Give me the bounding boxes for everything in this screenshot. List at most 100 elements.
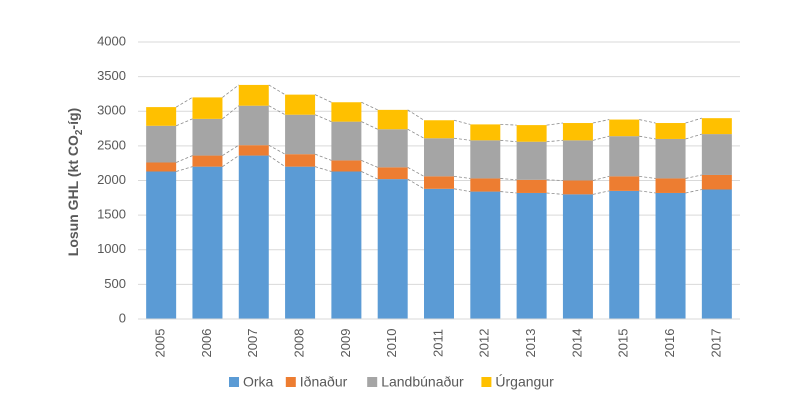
connector-line <box>222 144 239 156</box>
bar-segment <box>470 178 501 192</box>
connector-line <box>592 175 610 181</box>
bar-segment <box>285 154 316 167</box>
bar-segment <box>470 124 501 141</box>
x-tick-label: 2014 <box>569 329 584 358</box>
bar-segment <box>192 166 223 319</box>
y-tick-label: 4000 <box>97 33 126 48</box>
y-tick-label: 1500 <box>97 207 126 222</box>
bar-segment <box>192 97 223 119</box>
bar-segment <box>285 94 316 115</box>
bar-segment <box>331 102 362 122</box>
connector-line <box>546 179 563 181</box>
connector-line <box>546 192 563 195</box>
bar-segment <box>562 194 593 319</box>
connector-line <box>268 105 286 116</box>
bar-segment <box>146 125 177 163</box>
y-tick-label: 1000 <box>97 241 126 256</box>
bar-segment <box>701 118 732 135</box>
bar-segment <box>655 123 686 139</box>
bar-segment <box>424 188 454 319</box>
x-tick-label: 2013 <box>523 329 538 358</box>
connector-line <box>500 191 517 194</box>
connector-line <box>453 119 471 125</box>
connector-line <box>592 119 610 124</box>
connector-line <box>268 155 286 167</box>
legend-swatch <box>285 377 296 387</box>
bar-segment <box>285 166 316 319</box>
x-tick-label: 2009 <box>338 329 353 358</box>
connector-line <box>639 175 656 179</box>
y-tick-label: 2000 <box>97 172 126 187</box>
connector-line <box>176 166 193 172</box>
connector-line <box>685 189 702 194</box>
bar-segment <box>331 171 362 319</box>
bar-segment <box>701 189 732 319</box>
connector-line <box>453 137 471 141</box>
y-tick-label: 3500 <box>97 68 126 83</box>
connector-line <box>453 188 471 192</box>
y-axis-label: Losun GHL (kt CO2-íg) <box>65 108 85 256</box>
bar-segment <box>377 179 408 319</box>
bar-segment <box>609 136 640 177</box>
connector-line <box>361 160 378 168</box>
legend-swatch <box>367 377 378 387</box>
connector-line <box>407 166 425 177</box>
bar-segment <box>562 140 593 181</box>
bar-segment <box>424 120 454 139</box>
connector-line <box>222 155 239 167</box>
connector-line <box>361 121 378 130</box>
bar-segment <box>470 140 501 179</box>
connector-line <box>268 144 286 155</box>
bar-segment <box>146 171 177 319</box>
bar-segment <box>377 109 408 130</box>
y-tick-label: 0 <box>119 310 126 325</box>
y-label-part: Losun GHL (kt CO <box>65 135 81 256</box>
bar-segment <box>192 155 223 167</box>
bar-segment <box>424 138 454 177</box>
bar-segment <box>377 129 408 168</box>
legend-label: Landbúnaður <box>381 374 464 390</box>
connector-line <box>314 153 332 161</box>
x-tick-label: 2007 <box>245 329 260 358</box>
x-tick-label: 2010 <box>384 329 399 358</box>
bar-segment <box>609 119 640 137</box>
connector-line <box>175 97 193 108</box>
bar-segment <box>516 141 547 180</box>
legend-swatch <box>229 377 239 387</box>
connector-line <box>361 171 378 180</box>
bar-segment <box>238 145 269 156</box>
x-tick-label: 2005 <box>153 329 168 358</box>
connector-line <box>361 101 378 111</box>
connector-line <box>314 114 332 123</box>
legend-label: Iðnaður <box>300 374 348 390</box>
x-tick-label: 2006 <box>199 329 214 358</box>
bar-segment <box>562 123 593 141</box>
bar-segment <box>701 174 732 190</box>
bar-segment <box>238 105 269 146</box>
connector-line <box>453 175 471 179</box>
connector-line <box>175 155 193 163</box>
connector-line <box>500 124 517 126</box>
connector-line <box>314 94 332 103</box>
bar-segment <box>238 155 269 319</box>
legend-swatch <box>481 377 492 387</box>
connector-line <box>639 119 656 124</box>
connector-line <box>407 128 425 139</box>
bar-segment <box>146 107 177 126</box>
y-tick-label: 500 <box>104 276 126 291</box>
legend-label: Orka <box>243 374 274 390</box>
legend-label: Úrgangur <box>495 374 554 390</box>
bar-segment <box>655 138 686 179</box>
connector-line <box>639 135 656 140</box>
connector-line <box>546 122 563 126</box>
connector-line <box>685 174 702 179</box>
bar-segment <box>701 134 732 175</box>
connector-line <box>407 178 425 190</box>
y-label-sub: 2 <box>74 129 85 135</box>
connector-line <box>500 178 517 181</box>
bar-segment <box>516 192 547 319</box>
connector-line <box>222 105 240 120</box>
bar-segment <box>331 160 362 172</box>
connector-line <box>500 139 517 143</box>
